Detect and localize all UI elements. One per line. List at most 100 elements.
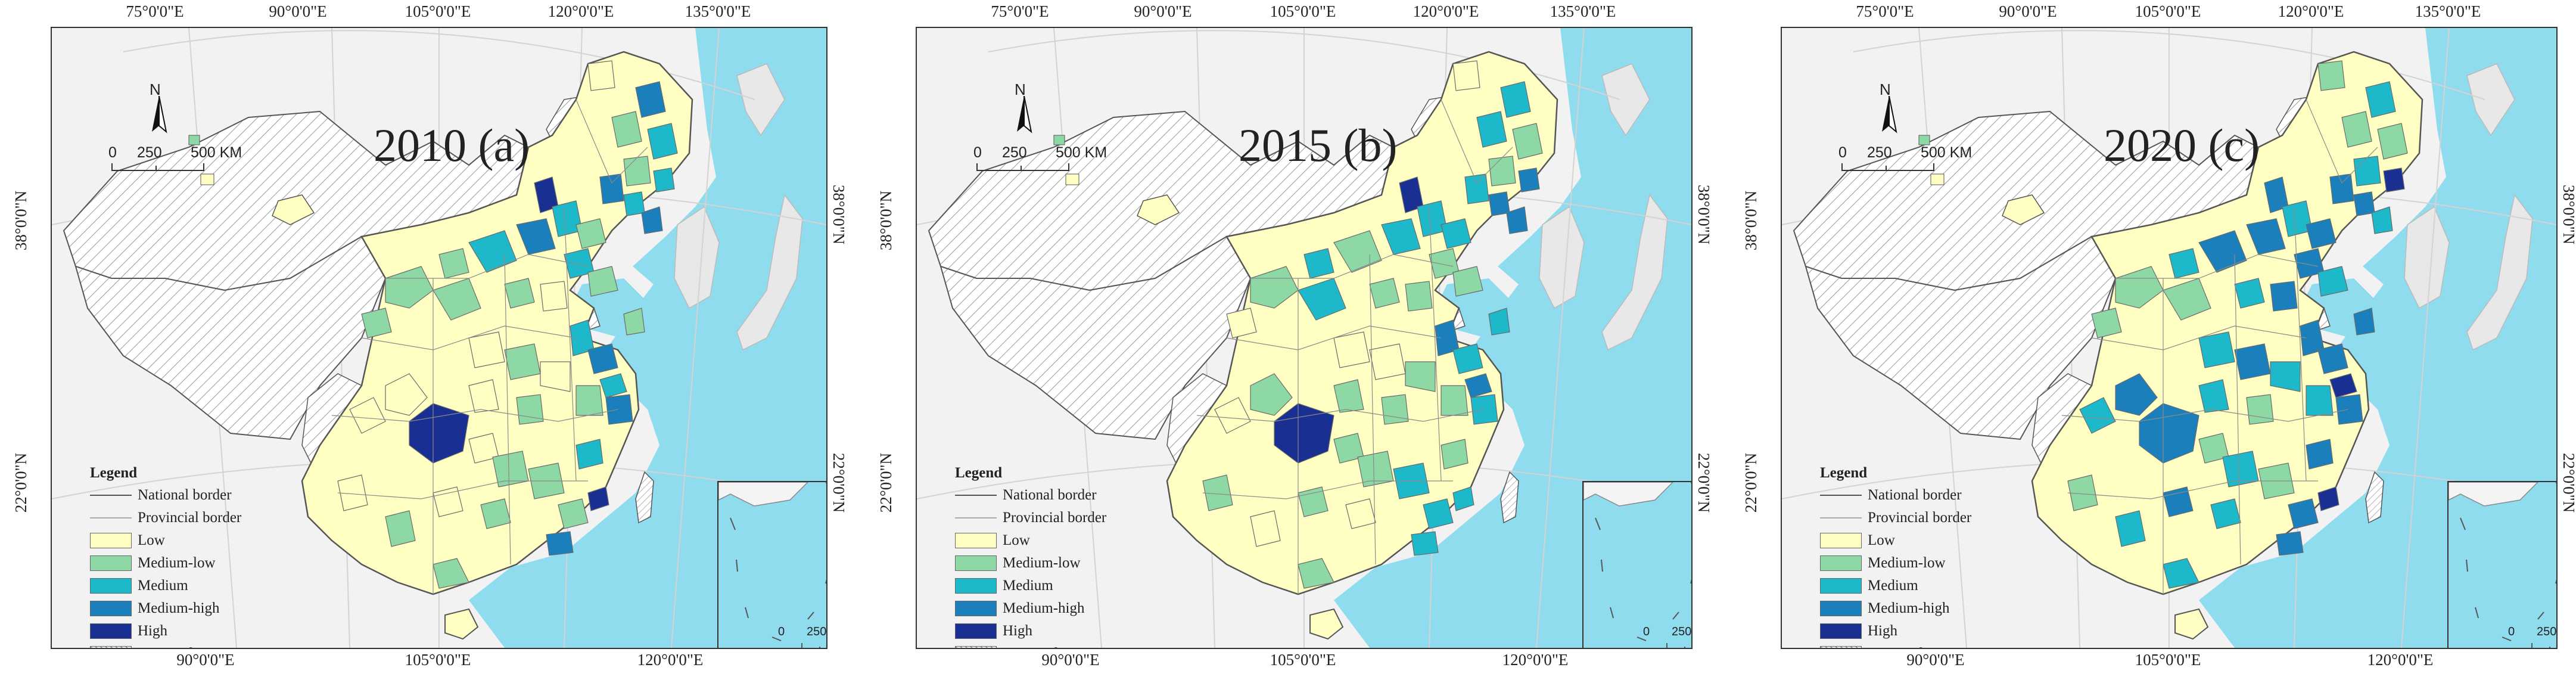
map-canvas [917, 28, 1691, 648]
prefecture-region [504, 343, 541, 380]
legend-color-swatch [90, 601, 132, 616]
prefecture-region [605, 394, 633, 425]
prefecture-region [1476, 111, 1507, 148]
scale-bar-graphic [1841, 163, 1934, 171]
legend-item: High [90, 620, 269, 642]
prefecture-region [1303, 248, 1334, 279]
prefecture-region [647, 123, 678, 160]
legend-item: Medium [955, 575, 1134, 597]
south-china-sea-inset: 0 250 KM [2447, 481, 2556, 648]
prefecture-region [385, 373, 428, 416]
prefecture-region [1452, 266, 1483, 297]
legend-item: Medium-high [90, 597, 269, 620]
prefecture-region [587, 60, 615, 91]
year-label: 2015 (b) [1239, 119, 1398, 171]
map-panel-3: 75°0'0"E 90°0'0"E 105°0'0"E 120°0'0"E 13… [1730, 0, 2576, 683]
top-lon-tick: 90°0'0"E [1999, 2, 2057, 20]
prefecture-region [2091, 308, 2122, 339]
bottom-lon-tick: 120°0'0"E [2367, 651, 2434, 669]
prefecture-region [2234, 278, 2265, 309]
top-lon-tick: 120°0'0"E [547, 2, 614, 20]
prefecture-region [2198, 331, 2235, 368]
prefecture-region [337, 474, 368, 511]
prefecture-region [1226, 308, 1257, 339]
legend-item-label: Medium [138, 578, 188, 594]
legend-item-label: Medium-low [1868, 555, 1946, 571]
prefecture-region [540, 361, 571, 392]
prefecture-region [635, 81, 666, 118]
prefecture-region [2270, 281, 2298, 312]
left-lat-tick: 22°0'0"N [1742, 452, 1760, 513]
legend-color-swatch [1820, 555, 1862, 571]
prefecture-region [349, 397, 386, 434]
map-panel-1: 75°0'0"E 90°0'0"E 105°0'0"E 120°0'0"E 13… [0, 0, 848, 683]
scale-label: 250 [137, 144, 162, 161]
legend-title: Legend [90, 465, 138, 481]
prefecture-region [2115, 510, 2146, 547]
prefecture-region [1441, 439, 1469, 470]
top-lon-tick: 75°0'0"E [1856, 2, 1914, 20]
legend-line-swatch [955, 495, 997, 496]
prefecture-region [1500, 81, 1531, 118]
prefecture-region [1452, 343, 1483, 374]
scale-label: 0 [108, 144, 117, 161]
inset-scale-label: 250 KM [1672, 625, 1692, 638]
prefecture-region [516, 394, 544, 425]
north-arrow: N [1006, 80, 1042, 142]
prefecture-region [587, 266, 618, 297]
north-arrow-icon [1017, 96, 1032, 134]
legend-item: Medium [90, 575, 269, 597]
legend-item: Non-study area [90, 642, 269, 648]
inset-scale-label: 0 [2508, 625, 2515, 638]
prefecture-region [575, 439, 603, 470]
prefecture-region [1202, 474, 1233, 511]
legend-line-swatch [1820, 517, 1862, 519]
legend-item-label: Medium-low [138, 555, 216, 571]
prefecture-region [2365, 81, 2396, 118]
prefecture-region [1488, 191, 1510, 216]
prefecture-region [2329, 173, 2354, 204]
top-lon-tick: 105°0'0"E [1270, 2, 1336, 20]
legend-item: Low [955, 529, 1134, 552]
prefecture-region [2276, 531, 2304, 556]
legend-item-label: High [138, 623, 167, 639]
map-canvas [52, 28, 826, 648]
legend-hatch-swatch [955, 646, 997, 648]
scale-bar: 0 250 500 KM [1838, 144, 1993, 180]
prefecture-region [468, 379, 499, 413]
legend-color-swatch [955, 578, 997, 594]
bottom-lon-tick: 105°0'0"E [405, 651, 471, 669]
prefecture-region [2270, 361, 2301, 392]
scale-bar-graphic [976, 163, 1069, 171]
prefecture-region [504, 278, 535, 309]
prefecture-region [1411, 531, 1439, 556]
prefecture-region [1470, 394, 1498, 425]
prefecture-region [2115, 266, 2164, 309]
prefecture-region [1298, 558, 1334, 589]
scale-bar: 0 250 500 KM [973, 144, 1128, 180]
legend-color-swatch [1820, 533, 1862, 548]
scale-label: 250 [1002, 144, 1027, 161]
legend-item: Non-study area [1820, 642, 1999, 648]
prefecture-region [1441, 218, 1471, 249]
prefecture-region [1345, 498, 1376, 529]
legend-item-label: Medium-high [1003, 600, 1085, 616]
inset-map [2449, 482, 2556, 648]
prefecture-region [2234, 343, 2271, 380]
top-lon-tick: 135°0'0"E [685, 2, 751, 20]
top-lon-tick: 135°0'0"E [2415, 2, 2481, 20]
bottom-lon-tick: 120°0'0"E [1502, 651, 1569, 669]
prefecture-region [558, 498, 589, 529]
north-arrow: N [1871, 80, 1907, 142]
prefecture-region [587, 343, 618, 374]
legend-item-label: High [1868, 623, 1897, 639]
prefecture-region [2353, 308, 2375, 336]
prefecture-region [2383, 167, 2405, 193]
top-lon-tick: 120°0'0"E [2278, 2, 2344, 20]
legend-item: Medium-high [1820, 597, 1999, 620]
legend-item-label: Low [138, 532, 165, 548]
bottom-lon-tick: 105°0'0"E [2135, 651, 2201, 669]
prefecture-region [385, 510, 416, 547]
scale-label: 0 [973, 144, 982, 161]
legend-item-label: National border [1868, 487, 1962, 503]
